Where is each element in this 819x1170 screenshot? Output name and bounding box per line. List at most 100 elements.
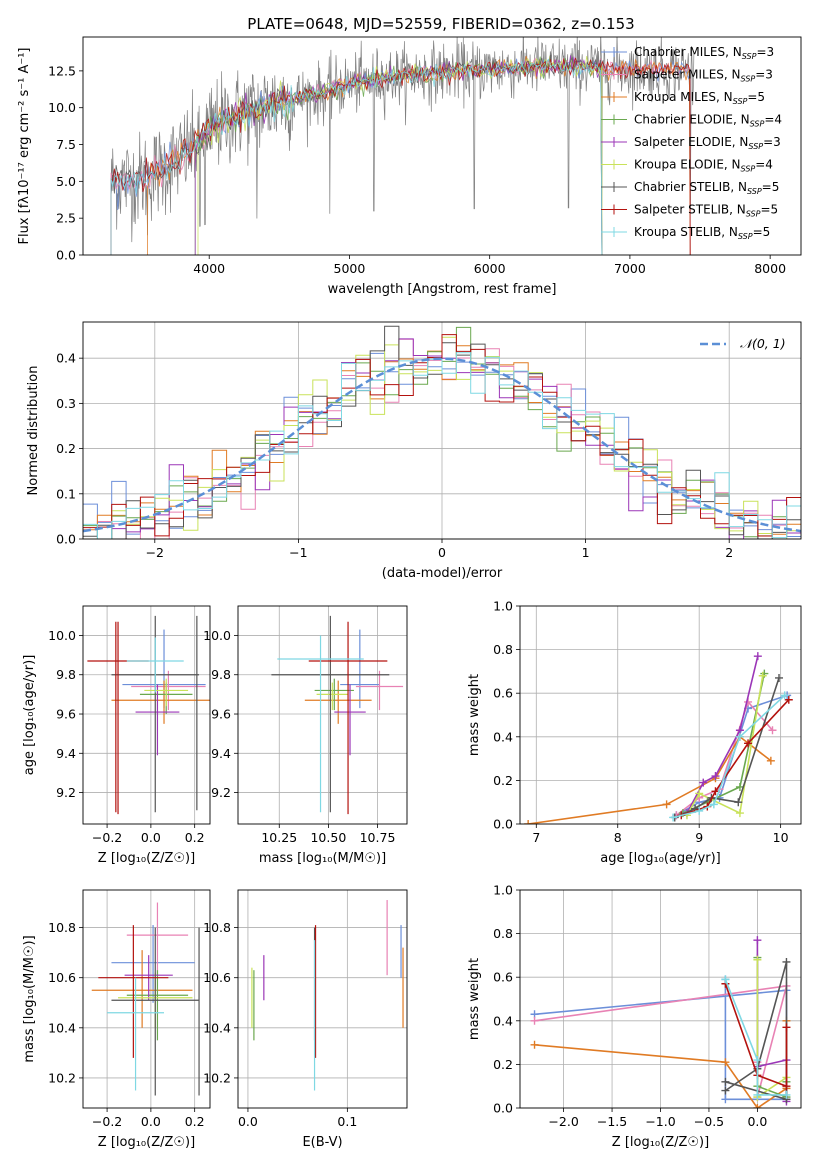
mass-weight-marker: [669, 813, 678, 822]
mass-weight-marker: [753, 1056, 762, 1065]
x-tick-label: 10.50: [310, 830, 346, 845]
x-tick-label: −0.2: [92, 1114, 122, 1129]
x-axis-label: wavelength [Angstrom, rest frame]: [328, 282, 557, 297]
mass-weight-marker: [735, 809, 744, 818]
mass-weight-marker: [744, 739, 753, 748]
x-axis-label: Z [log₁₀(Z/Z☉)]: [98, 851, 195, 866]
y-tick-label: 9.8: [56, 667, 76, 682]
y-axis-label: age [log₁₀(age/yr)]: [22, 655, 37, 776]
y-tick-label: 0.4: [56, 351, 76, 366]
y-tick-label: 0.2: [493, 1057, 513, 1072]
y-tick-label: 0.8: [493, 926, 513, 941]
spectrum-plot-area: [110, 37, 695, 255]
y-tick-label: 9.2: [56, 785, 76, 800]
spectrum-legend: Chabrier MILES, NSSP=3 Salpeter MILES, NS…: [601, 45, 782, 241]
mass-weight-marker: [524, 820, 533, 824]
mass-weight-marker: [695, 806, 704, 815]
mass-weight-marker: [735, 732, 744, 741]
mass-weight-line-6: [724, 961, 788, 1101]
legend-label: Chabrier STELIB, NSSP=5: [634, 180, 779, 196]
x-axis-label: mass [log₁₀(M/M☉)]: [259, 851, 386, 866]
legend-label: Salpeter MILES, NSSP=3: [634, 68, 773, 84]
axes-frame: [519, 605, 802, 825]
mass-weight-vs-Z-plot-area: [530, 936, 791, 1108]
mass-weight-marker: [753, 936, 762, 945]
mass-weight-marker: [782, 1082, 791, 1091]
x-tick-label: −2.0: [548, 1114, 578, 1129]
residuals-plot-area: [83, 325, 801, 539]
errorbar-point-1: [355, 670, 404, 711]
mass-weight-marker: [721, 1058, 730, 1067]
errorbar-point-3: [126, 970, 189, 1041]
histogram-8: [83, 352, 801, 539]
x-tick-label: 0.0: [141, 1114, 161, 1129]
x-axis-label: Z [log₁₀(Z/Z☉)]: [612, 1135, 709, 1150]
mass-weight-marker: [753, 652, 762, 661]
mass-weight-line-5: [686, 675, 764, 816]
y-tick-label: 0.0: [56, 532, 76, 547]
mass-weight-marker: [775, 673, 784, 682]
mass-weight-marker: [782, 957, 791, 966]
residuals-panel: −2 −1 0 1 2 0.0 0.1 0.2 0.3 0.4 (data-model)/error…: [26, 321, 802, 581]
errorbar-point-2: [304, 680, 372, 724]
mass-weight-marker: [766, 756, 775, 765]
y-tick-label: 10.4: [48, 1020, 76, 1035]
y-tick-label: 12.5: [48, 63, 76, 78]
x-tick-label: 8: [614, 830, 622, 845]
legend-label: 𝒩(0, 1): [740, 336, 786, 351]
mass-weight-marker: [753, 1090, 762, 1099]
age-vs-Z-plot-area: [87, 615, 210, 815]
mass-weight-marker: [530, 1016, 539, 1025]
mass-weight-vs-Z-panel: −2.0 −1.5 −1.0 −0.5 0.0 0.0 0.2 0.4 0.6 0.8 1.0 Z […: [467, 883, 802, 1150]
errorbar-point-0: [340, 629, 380, 709]
mass-weight-line-0: [676, 694, 788, 816]
mass-weight-marker: [753, 955, 762, 964]
errorbar-point-8: [277, 635, 364, 813]
x-tick-label: −0.2: [92, 830, 122, 845]
y-tick-label: 0.6: [493, 686, 513, 701]
mass-weight-vs-age-plot-area: [524, 652, 793, 824]
y-tick-label: 10.0: [203, 628, 231, 643]
x-tick-label: 10.25: [261, 830, 297, 845]
mass-weight-marker: [758, 671, 767, 680]
mass-vs-Z-plot-area: [91, 902, 200, 1096]
errorbar-point-7: [87, 621, 149, 815]
mass-weight-line-6: [674, 677, 780, 819]
mass-weight-marker: [695, 789, 704, 798]
y-tick-label: 0.4: [493, 1013, 513, 1028]
mass-weight-marker: [662, 800, 671, 809]
x-tick-label: 10.75: [360, 830, 396, 845]
x-tick-label: 0.1: [337, 1114, 357, 1129]
y-tick-label: 9.2: [211, 785, 231, 800]
x-tick-label: 0.2: [185, 830, 205, 845]
x-tick-label: 5000: [334, 261, 366, 276]
y-tick-label: 0.0: [56, 248, 76, 263]
x-tick-label: 0: [438, 545, 446, 560]
x-tick-label: 7: [532, 830, 540, 845]
age-vs-mass-panel: 10.25 10.50 10.75 9.2 9.4 9.6 9.8 10.0 mass [log…: [203, 605, 408, 866]
mass-weight-marker: [721, 1095, 730, 1104]
mass-weight-marker: [780, 691, 789, 700]
errorbar-point-4: [135, 684, 180, 756]
y-axis-label: Normed distribution: [26, 366, 41, 496]
mass-vs-EBV-panel: 0.0 0.1 10.2 10.4 10.6 10.8 E(B-V): [203, 889, 408, 1150]
y-tick-label: 0.8: [493, 642, 513, 657]
mass-weight-vs-age-panel: 7 8 9 10 0.0 0.2 0.4 0.6 0.8 1.0 age [log₁₀(age/yr…: [467, 599, 802, 866]
mass-weight-marker: [530, 1040, 539, 1049]
x-tick-label: 0.2: [185, 1114, 205, 1129]
y-tick-label: 0.0: [493, 1101, 513, 1116]
mass-weight-marker: [721, 975, 730, 984]
y-axis-label: mass [log₁₀(M/M☉)]: [22, 935, 37, 1062]
x-tick-label: 0.0: [238, 1114, 258, 1129]
legend-label: Salpeter STELIB, NSSP=5: [634, 203, 778, 219]
mass-vs-EBV-plot-area: [251, 900, 404, 1091]
axes-frame: [519, 889, 802, 1109]
x-tick-label: −1: [289, 545, 307, 560]
errorbar-point-8: [126, 637, 184, 693]
y-tick-label: 0.0: [493, 817, 513, 832]
axes-frame: [237, 605, 408, 825]
mass-weight-marker: [734, 798, 743, 807]
x-tick-label: 10: [773, 830, 789, 845]
y-tick-label: 7.5: [56, 137, 76, 152]
mass-weight-marker: [768, 726, 777, 735]
